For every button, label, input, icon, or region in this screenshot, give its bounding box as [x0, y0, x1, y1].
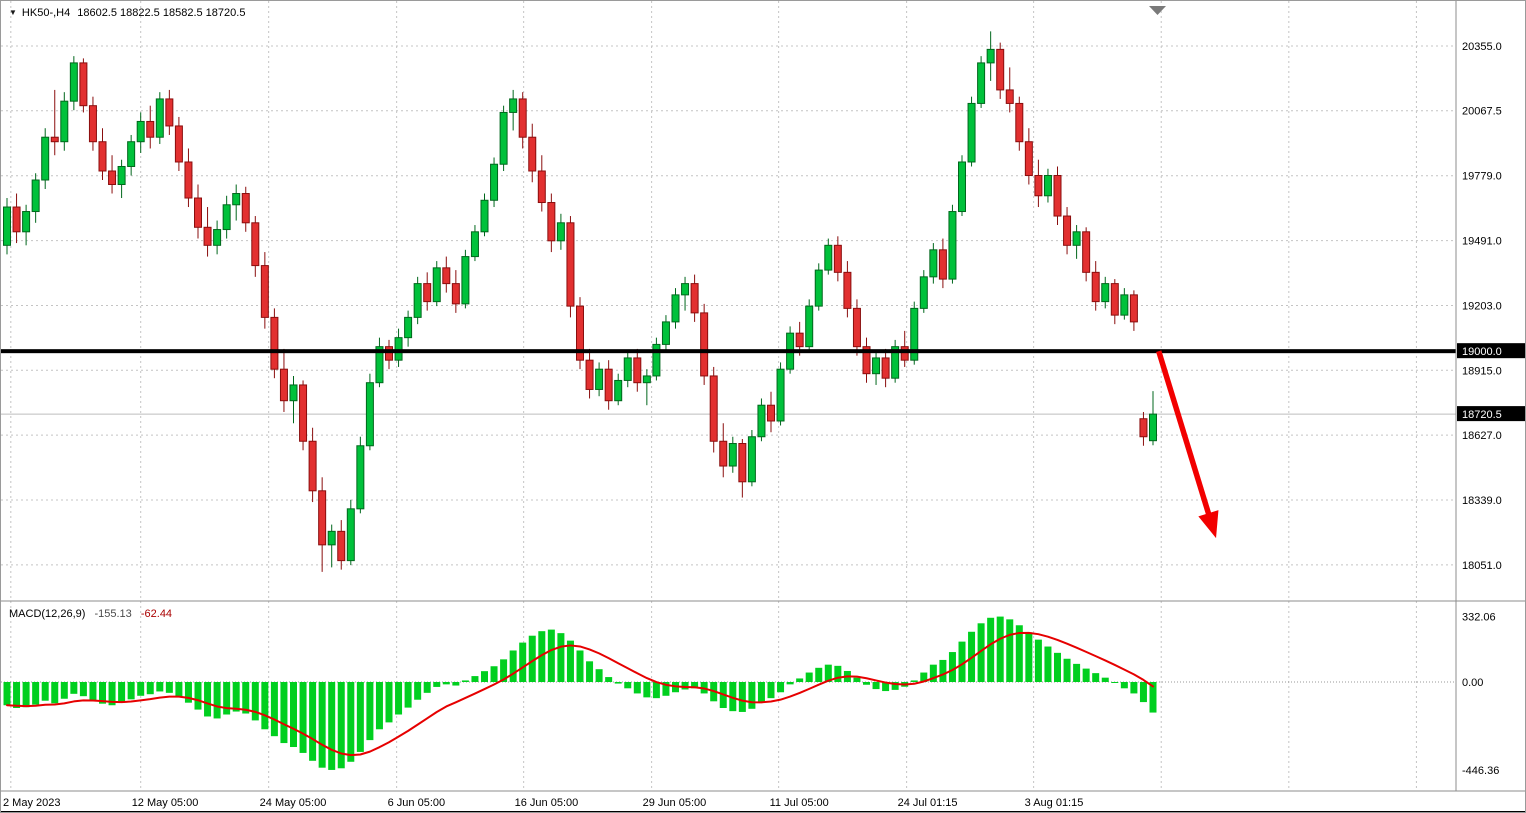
time-axis-label: 29 Jun 05:00 [643, 797, 707, 809]
macd-axis-label: 332.06 [1462, 612, 1496, 624]
price-tag: 18720.5 [1457, 406, 1525, 422]
macd-axis[interactable]: 332.06 0.00 -446.36 [1462, 612, 1499, 777]
macd-signal-value: -62.44 [140, 608, 173, 620]
time-axis-label: 11 Jul 05:00 [770, 797, 829, 809]
macd-histogram [3, 616, 1157, 770]
macd-axis-label: 0.00 [1462, 677, 1483, 689]
price-axis-label: 19491.0 [1462, 236, 1502, 248]
price-tag: 19000.0 [1457, 343, 1525, 359]
time-axis-label: 12 May 05:00 [132, 797, 199, 809]
macd-name: MACD(12,26,9) [9, 608, 86, 620]
time-axis-label: 24 May 05:00 [260, 797, 327, 809]
chart-shift-marker-icon[interactable] [1149, 6, 1166, 15]
time-axis-label: 3 Aug 01:15 [1025, 797, 1084, 809]
svg-text:19000.0: 19000.0 [1462, 346, 1502, 358]
price-axis-label: 18339.0 [1462, 495, 1502, 507]
time-axis-label: 2 May 2023 [3, 797, 60, 809]
macd-axis-label: -446.36 [1462, 765, 1499, 777]
price-axis-label: 20067.5 [1462, 106, 1502, 118]
down-arrow[interactable] [1156, 350, 1219, 539]
grid-layer [1, 1, 1456, 791]
horizontal-line-19000[interactable] [1, 349, 1456, 354]
price-axis-label: 18051.0 [1462, 560, 1502, 572]
time-axis-label: 16 Jun 05:00 [515, 797, 579, 809]
chart-title: ▼ HK50-,H4 18602.5 18822.5 18582.5 18720… [9, 7, 245, 19]
price-axis-label: 18915.0 [1462, 365, 1502, 377]
macd-indicator-label: MACD(12,26,9) -155.13 -62.44 [9, 608, 172, 620]
symbol-timeframe-label: HK50-,H4 [21, 7, 71, 19]
time-axis-label: 24 Jul 01:15 [898, 797, 958, 809]
macd-value: -155.13 [94, 608, 132, 620]
macd-signal-line [6, 631, 1154, 757]
price-axis[interactable]: 20355.0 20067.5 19779.0 19491.0 19203.0 18915… [1457, 41, 1525, 572]
price-axis-label: 19203.0 [1462, 300, 1502, 312]
time-axis[interactable]: 2 May 2023 12 May 05:00 24 May 05:00 6 Jun … [3, 797, 1083, 809]
candles-layer [3, 31, 1157, 572]
time-axis-label: 6 Jun 05:00 [388, 797, 446, 809]
price-axis-label: 20355.0 [1462, 41, 1502, 53]
price-axis-label: 18627.0 [1462, 430, 1502, 442]
svg-text:18720.5: 18720.5 [1462, 409, 1502, 421]
ohlc-values: 18602.5 18822.5 18582.5 18720.5 [77, 7, 246, 19]
symbol-marker-icon: ▼ [9, 8, 17, 17]
price-axis-label: 19779.0 [1462, 171, 1502, 183]
